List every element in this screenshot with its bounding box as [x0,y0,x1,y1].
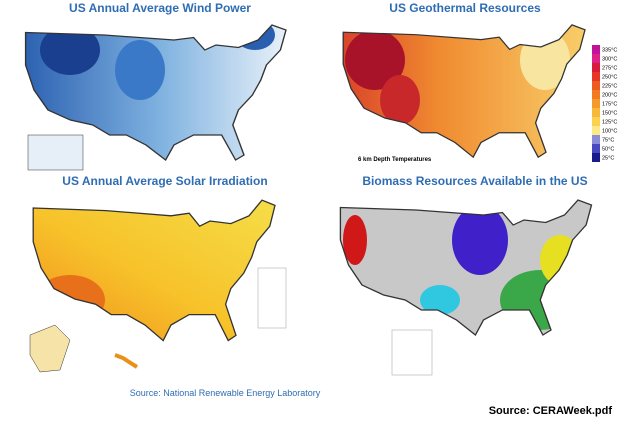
legend-label: 200°C [602,93,617,99]
legend-swatch [592,90,600,99]
legend-label: 25°C [602,156,614,162]
ellipse [345,30,405,90]
legend: 335°C 300°C 275°C 250°C 225°C 200°C 175°C 150°C… [592,45,617,162]
ellipse [380,75,420,125]
legend-swatch [592,99,600,108]
panel-title: US Geothermal Resources [389,1,541,15]
legend-label: 300°C [602,57,617,63]
legend-label: 100°C [602,129,617,135]
ellipse [40,25,100,75]
legend-label: 250°C [602,75,617,81]
map-caption: 6 km Depth Temperatures [358,157,432,163]
legend-label: 275°C [602,66,617,72]
ellipse [343,215,367,265]
biomass-map [340,200,592,335]
path [114,353,139,369]
ellipse [235,25,275,50]
rect [257,267,287,329]
legend-label: 150°C [602,111,617,117]
rect [27,134,84,171]
legend-label: 125°C [602,120,617,126]
legend-label: 175°C [602,102,617,108]
ellipse [115,40,165,100]
legend-swatch [592,54,600,63]
legend-label: 75°C [602,138,614,144]
ellipse [540,235,580,285]
legend-swatch [592,108,600,117]
panel-title: US Annual Average Wind Power [69,1,251,15]
legend-label: 50°C [602,147,614,153]
legend-swatch [592,135,600,144]
legend-swatch [592,126,600,135]
source: Source: CERAWeek.pdf [489,405,613,417]
rect [33,200,275,341]
legend-swatch [592,153,600,162]
ellipse [420,285,460,315]
path [29,324,71,373]
ellipse [452,205,508,275]
legend-label: 225°C [602,84,617,90]
legend-label: 335°C [602,48,617,54]
panel-title: US Annual Average Solar Irradiation [62,174,267,188]
legend-swatch [592,45,600,54]
source: Source: National Renewable Energy Labora… [130,388,321,398]
ellipse [520,30,570,90]
panel-title: Biomass Resources Available in the US [362,174,587,188]
legend-swatch [592,81,600,90]
solar-map [33,200,275,341]
legend-swatch [592,144,600,153]
ellipse [35,275,105,325]
rect [391,329,433,376]
legend-swatch [592,117,600,126]
legend-swatch [592,63,600,72]
legend-swatch [592,72,600,81]
